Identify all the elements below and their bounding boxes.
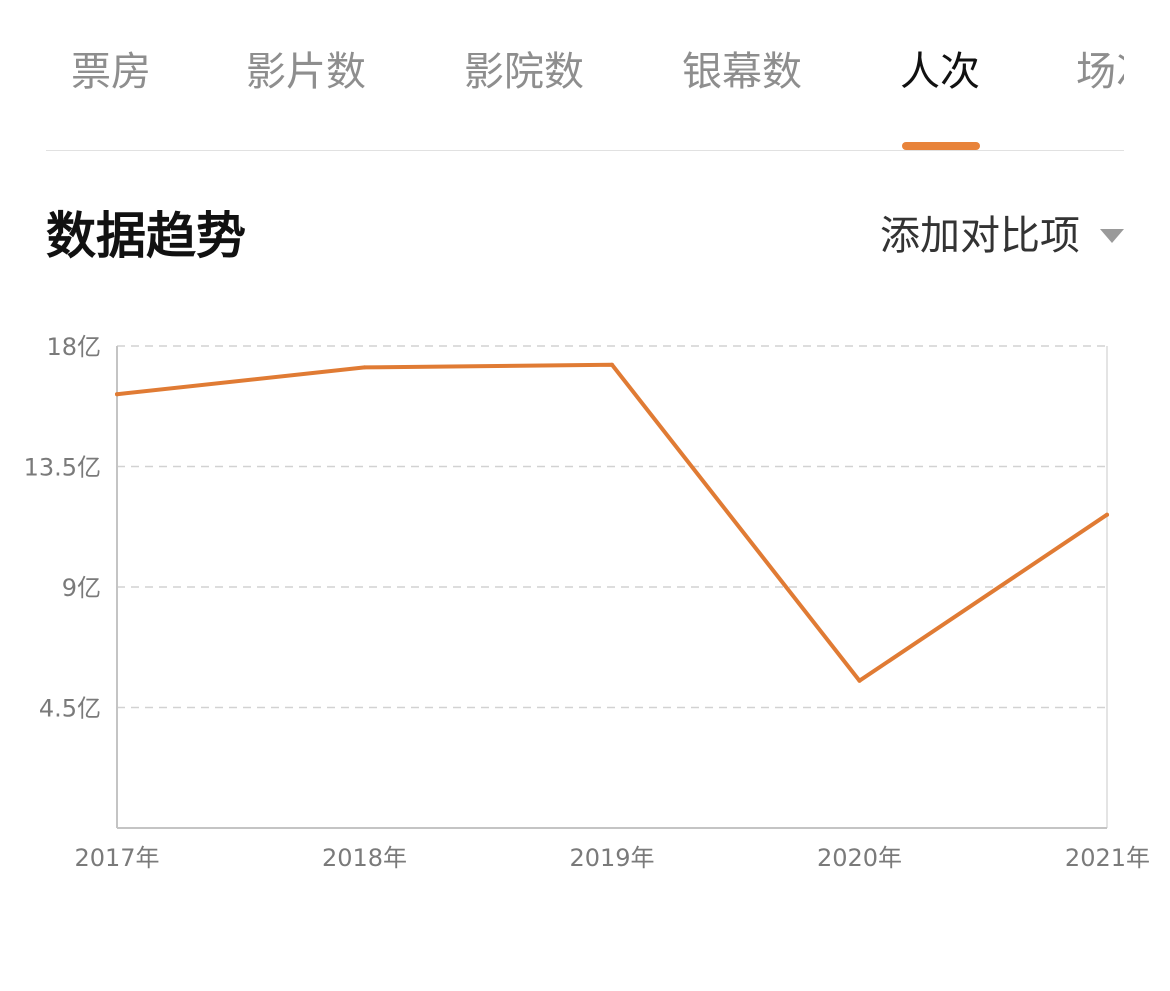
tab-strip: 票房 影片数 影院数 银幕数 人次 场次	[0, 0, 1124, 152]
x-tick-labels: 2017年 2018年 2019年 2020年 2021年	[74, 844, 1150, 872]
y-tick-label: 13.5亿	[24, 454, 101, 482]
data-point	[610, 362, 614, 367]
trend-chart: 4.5亿 9亿 13.5亿 18亿 2017年 2018年 2019年 2020年 2021年	[24, 333, 1150, 872]
tab-cinema-count[interactable]: 影院数	[464, 49, 584, 95]
plot-frame	[116, 346, 1108, 829]
caret-down-icon	[1100, 229, 1124, 243]
tab-divider	[46, 150, 1124, 151]
active-tab-indicator	[902, 142, 980, 150]
tab-screenings[interactable]: 场次	[1076, 49, 1124, 95]
section-title: 数据趋势	[46, 207, 246, 265]
x-tick-label: 2019年	[569, 844, 654, 872]
x-tick-label: 2017年	[74, 844, 159, 872]
y-tick-label: 4.5亿	[39, 695, 101, 723]
series-layer	[115, 362, 1109, 683]
data-point	[362, 365, 367, 370]
data-point	[857, 678, 862, 683]
grid-lines	[117, 345, 1107, 709]
y-tick-labels: 4.5亿 9亿 13.5亿 18亿	[24, 333, 101, 723]
y-tick-label: 18亿	[46, 333, 101, 361]
tab-screen-count[interactable]: 银幕数	[682, 49, 802, 95]
y-tick-label: 9亿	[62, 574, 101, 602]
add-comparison-label: 添加对比项	[880, 213, 1080, 259]
x-tick-label: 2018年	[322, 844, 407, 872]
data-point	[1105, 512, 1109, 517]
tab-bar: 票房 影片数 影院数 银幕数 人次 场次	[0, 0, 1170, 152]
tab-attendance[interactable]: 人次	[900, 49, 980, 95]
x-tick-label: 2020年	[817, 844, 902, 872]
add-comparison-dropdown[interactable]: 添加对比项	[880, 210, 1124, 262]
data-point	[115, 392, 119, 397]
tab-film-count[interactable]: 影片数	[246, 49, 366, 95]
x-tick-label: 2021年	[1065, 844, 1150, 872]
tab-box-office[interactable]: 票房	[71, 49, 151, 95]
series-line	[115, 362, 1109, 683]
